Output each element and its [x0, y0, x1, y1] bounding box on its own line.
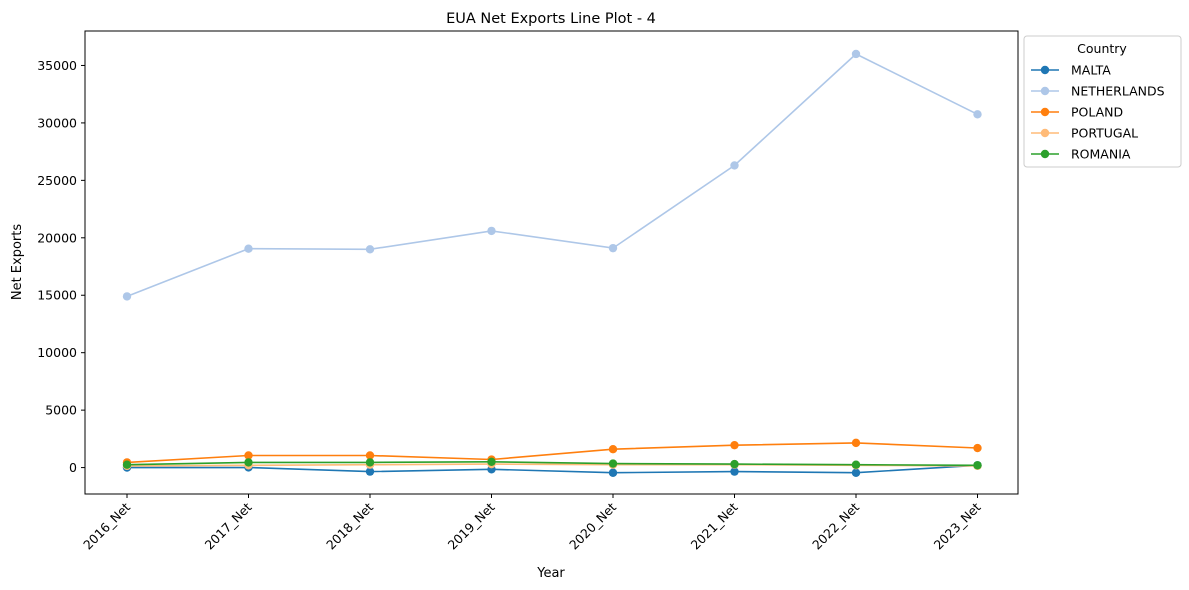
x-tick-label: 2020_Net [566, 499, 619, 552]
legend-label: PORTUGAL [1071, 126, 1138, 141]
data-point [973, 110, 982, 119]
data-point [365, 467, 375, 476]
series-line [126, 442, 978, 464]
data-point [122, 292, 132, 301]
legend-frame [1023, 35, 1182, 168]
data-point [730, 467, 739, 476]
x-tick-label: 2023_Net [931, 499, 984, 552]
data-point [244, 458, 253, 467]
y-tick-label: 35000 [37, 58, 77, 73]
data-point [851, 468, 861, 477]
x-tick-label: 2018_Net [323, 499, 376, 552]
data-point [487, 226, 496, 236]
legend-label: NETHERLANDS [1071, 84, 1165, 99]
y-tick-label: 5000 [45, 403, 77, 418]
legend-marker [1040, 65, 1050, 75]
legend-marker [1040, 86, 1050, 96]
x-tick-label: 2022_Net [809, 499, 862, 552]
legend-entry-malta: MALTA [1031, 63, 1111, 78]
data-point [365, 245, 375, 254]
data-point [122, 460, 132, 469]
data-point [973, 461, 982, 470]
legend-label: MALTA [1071, 63, 1111, 78]
x-axis-label: Year [536, 566, 565, 581]
data-point [244, 451, 253, 460]
data-point [608, 459, 618, 468]
y-axis-label: Net Exports [10, 224, 25, 301]
x-tick-label: 2021_Net [688, 499, 741, 552]
data-point [851, 49, 861, 59]
data-point [487, 457, 496, 467]
legend-title: Country [1077, 41, 1127, 56]
data-point [730, 161, 739, 170]
y-tick-label: 30000 [37, 115, 77, 130]
legend-entry-netherlands: NETHERLANDS [1031, 84, 1165, 99]
x-tick-label: 2016_Net [80, 499, 133, 552]
data-point [973, 443, 982, 453]
data-point [851, 460, 861, 469]
plot-frame [84, 30, 1019, 495]
chart-title: EUA Net Exports Line Plot - 4 [446, 11, 656, 27]
series-line [126, 464, 978, 474]
data-point [851, 438, 861, 448]
data-point [730, 459, 739, 469]
legend-entry-romania: ROMANIA [1031, 147, 1131, 162]
legend-entry-portugal: PORTUGAL [1031, 126, 1138, 141]
legend-label: ROMANIA [1071, 147, 1131, 162]
y-tick-label: 0 [69, 460, 77, 475]
legend-marker [1040, 149, 1050, 159]
legend: Country MALTA NETHERLANDS POLAND PORTUGAL RO… [1023, 35, 1182, 168]
y-tick-label: 15000 [37, 288, 77, 303]
data-point [365, 458, 375, 467]
legend-marker [1040, 107, 1050, 117]
legend-marker [1040, 128, 1050, 138]
x-tick-label: 2017_Net [202, 499, 255, 552]
plot-area: 0 5000 10000 15000 20000 25000 30000 35000 2016_… [37, 49, 984, 553]
series-line [126, 53, 978, 298]
series-netherlands [122, 49, 982, 301]
y-tick-label: 10000 [37, 345, 77, 360]
legend-entry-poland: POLAND [1031, 105, 1123, 120]
series-romania [122, 457, 982, 470]
series-line [126, 460, 978, 467]
y-tick-label: 20000 [37, 230, 77, 245]
data-point [365, 451, 375, 460]
x-tick-label: 2019_Net [445, 499, 498, 552]
data-point [608, 243, 618, 253]
data-point [608, 444, 618, 454]
legend-label: POLAND [1071, 105, 1123, 120]
data-point [730, 440, 739, 450]
data-point [244, 244, 253, 253]
data-point [608, 468, 618, 477]
y-tick-label: 25000 [37, 173, 77, 188]
